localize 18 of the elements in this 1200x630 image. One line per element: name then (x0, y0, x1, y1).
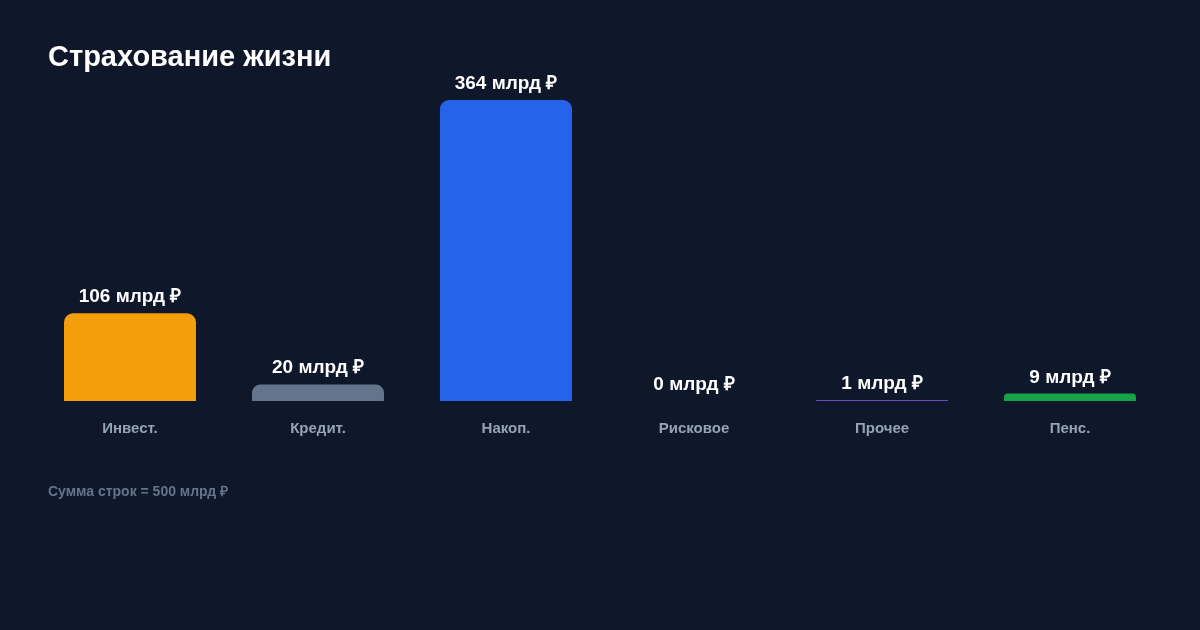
x-tick-label: Рисковое (658, 419, 730, 437)
x-tick-label: Накоп. (481, 419, 531, 437)
data-label: 364 млрд ₽ (454, 72, 558, 93)
x-tick-label: Прочее (854, 419, 910, 437)
chart-title: Страхование жизни (48, 40, 332, 74)
data-label: 20 млрд ₽ (271, 356, 365, 378)
data-label: 1 млрд ₽ (841, 372, 923, 394)
x-tick-label: Пенс. (1049, 419, 1091, 437)
data-label: 0 млрд ₽ (653, 373, 735, 394)
bar (440, 100, 572, 401)
x-tick-label: Инвест. (102, 419, 158, 437)
data-label: 106 млрд ₽ (78, 285, 182, 307)
data-label: 9 млрд ₽ (1029, 365, 1111, 387)
bar (64, 313, 196, 401)
x-tick-label: Кредит. (290, 419, 346, 437)
bar (252, 384, 384, 401)
text: Сумма строк = 500 млрд ₽ (48, 482, 229, 501)
bar (1004, 393, 1136, 401)
